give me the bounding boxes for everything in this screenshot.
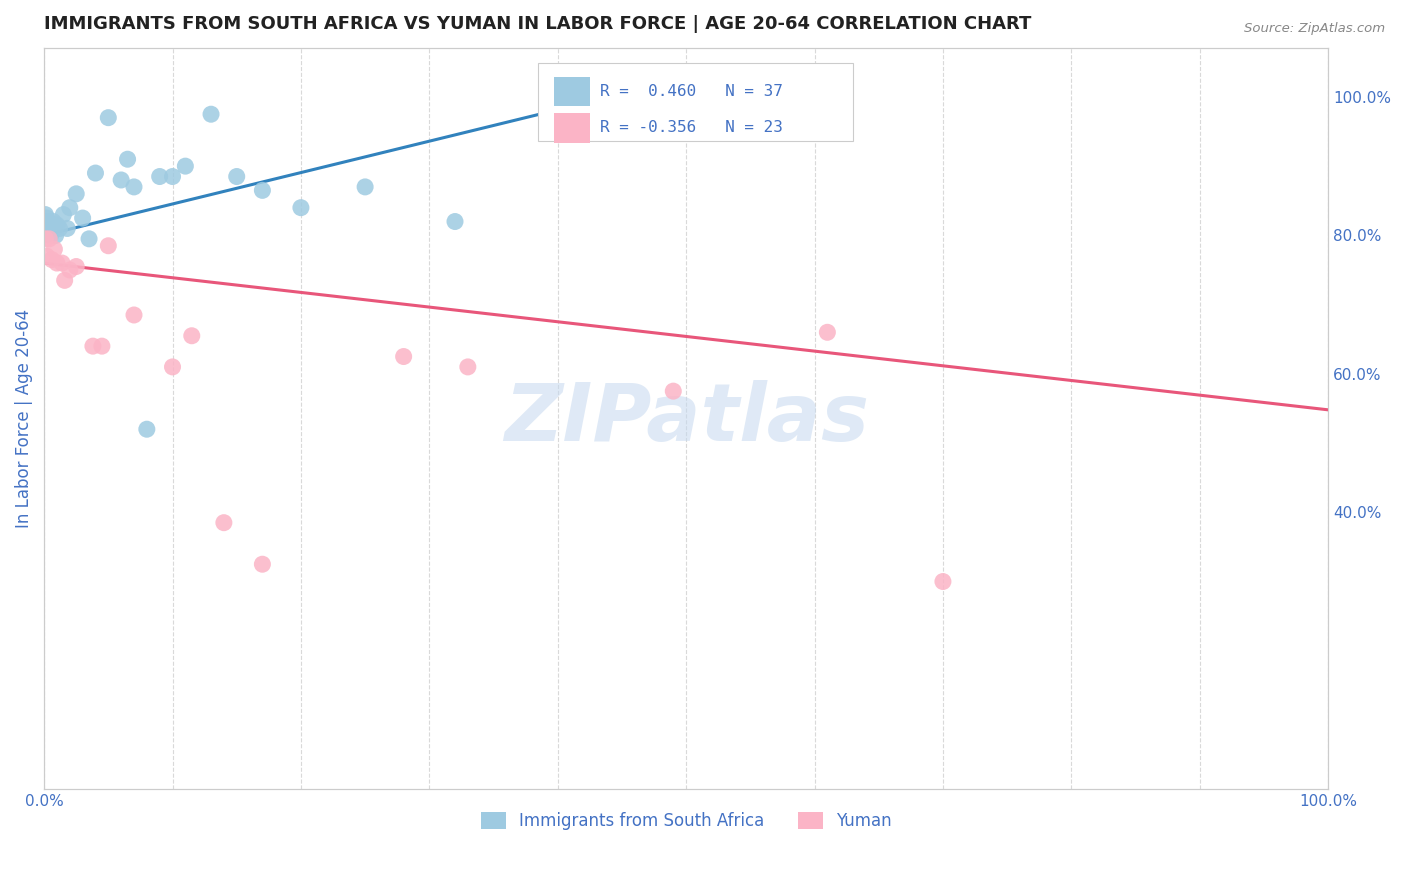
Point <box>53 273 76 287</box>
Point <box>65 260 87 274</box>
Point <box>46 256 69 270</box>
Point <box>37 214 59 228</box>
Point <box>37 218 59 232</box>
Point <box>35 211 58 225</box>
Point <box>354 180 377 194</box>
Point <box>932 574 955 589</box>
Point <box>90 339 112 353</box>
Point <box>48 221 70 235</box>
FancyBboxPatch shape <box>538 63 853 141</box>
Point <box>117 152 139 166</box>
Point <box>59 201 82 215</box>
Point <box>39 228 62 243</box>
Point <box>38 232 60 246</box>
Point <box>135 422 157 436</box>
Point <box>162 359 184 374</box>
Point <box>162 169 184 184</box>
Point <box>662 384 685 398</box>
Text: IMMIGRANTS FROM SOUTH AFRICA VS YUMAN IN LABOR FORCE | AGE 20-64 CORRELATION CHA: IMMIGRANTS FROM SOUTH AFRICA VS YUMAN IN… <box>44 15 1032 33</box>
Point <box>41 218 63 232</box>
Point <box>444 214 467 228</box>
Point <box>290 201 312 215</box>
Point <box>34 208 56 222</box>
FancyBboxPatch shape <box>554 113 591 143</box>
Text: Source: ZipAtlas.com: Source: ZipAtlas.com <box>1244 22 1385 36</box>
Text: R = -0.356   N = 23: R = -0.356 N = 23 <box>600 120 783 136</box>
Point <box>35 249 58 263</box>
Point <box>457 359 479 374</box>
Point <box>51 256 73 270</box>
Point <box>392 350 415 364</box>
Point <box>122 308 145 322</box>
Point <box>44 242 66 256</box>
Text: ZIPatlas: ZIPatlas <box>503 380 869 458</box>
Point <box>45 228 67 243</box>
Point <box>44 221 66 235</box>
Point <box>34 232 56 246</box>
Text: R =  0.460   N = 37: R = 0.460 N = 37 <box>600 84 783 99</box>
Point <box>225 169 247 184</box>
Point <box>56 221 79 235</box>
Legend: Immigrants from South Africa, Yuman: Immigrants from South Africa, Yuman <box>474 805 898 837</box>
Point <box>252 558 274 572</box>
Point <box>200 107 222 121</box>
Point <box>97 111 120 125</box>
Point <box>97 239 120 253</box>
Point <box>39 221 62 235</box>
Point <box>174 159 197 173</box>
Point <box>110 173 132 187</box>
Point <box>815 326 838 340</box>
Point <box>149 169 172 184</box>
FancyBboxPatch shape <box>554 77 591 106</box>
Point <box>35 221 58 235</box>
Point <box>77 232 100 246</box>
Point <box>82 339 104 353</box>
Point <box>52 208 75 222</box>
Point <box>34 214 56 228</box>
Point <box>42 214 65 228</box>
Point <box>252 183 274 197</box>
Point <box>180 328 202 343</box>
Point <box>122 180 145 194</box>
Point <box>38 228 60 243</box>
Point <box>38 218 60 232</box>
Y-axis label: In Labor Force | Age 20-64: In Labor Force | Age 20-64 <box>15 310 32 528</box>
Point <box>72 211 94 225</box>
Point <box>59 263 82 277</box>
Point <box>41 252 63 267</box>
Point <box>65 186 87 201</box>
Point <box>84 166 107 180</box>
Point <box>212 516 235 530</box>
Point <box>46 218 69 232</box>
